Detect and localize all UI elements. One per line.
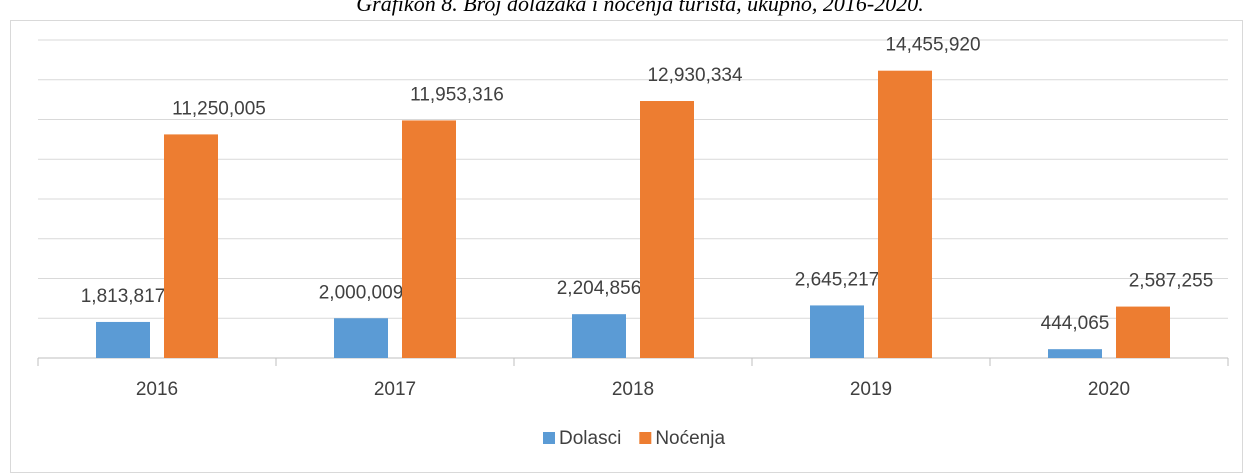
legend-label: Noćenja xyxy=(655,428,725,449)
bar xyxy=(96,321,150,358)
data-label: 2,204,856 xyxy=(557,278,642,299)
legend-swatch xyxy=(543,432,555,444)
bar xyxy=(164,134,218,358)
bar xyxy=(640,101,694,358)
data-label: 2,587,255 xyxy=(1129,271,1214,292)
bar xyxy=(878,70,932,358)
x-tick-label: 2016 xyxy=(136,379,178,400)
chart-title: Grafikon 8. Broj dolazaka i noćenja turi… xyxy=(356,0,923,16)
data-label: 11,953,316 xyxy=(410,84,504,105)
x-tick-label: 2020 xyxy=(1088,379,1130,400)
data-label: 2,645,217 xyxy=(795,269,880,290)
x-tick-label: 2017 xyxy=(374,379,416,400)
bar xyxy=(1116,306,1170,358)
bar xyxy=(572,314,626,358)
bar xyxy=(1048,349,1102,358)
data-label: 11,250,005 xyxy=(172,98,266,119)
data-label: 14,455,920 xyxy=(885,35,980,56)
x-tick-label: 2018 xyxy=(612,379,654,400)
x-tick-label: 2019 xyxy=(850,379,892,400)
legend-swatch xyxy=(639,432,652,444)
legend-label: Dolasci xyxy=(559,428,621,449)
bar xyxy=(402,120,456,358)
data-label: 444,065 xyxy=(1041,313,1110,334)
data-label: 12,930,334 xyxy=(647,65,743,86)
bar xyxy=(334,318,388,358)
data-label: 2,000,009 xyxy=(319,282,404,303)
bar xyxy=(810,305,864,358)
data-label: 1,813,817 xyxy=(81,286,166,307)
